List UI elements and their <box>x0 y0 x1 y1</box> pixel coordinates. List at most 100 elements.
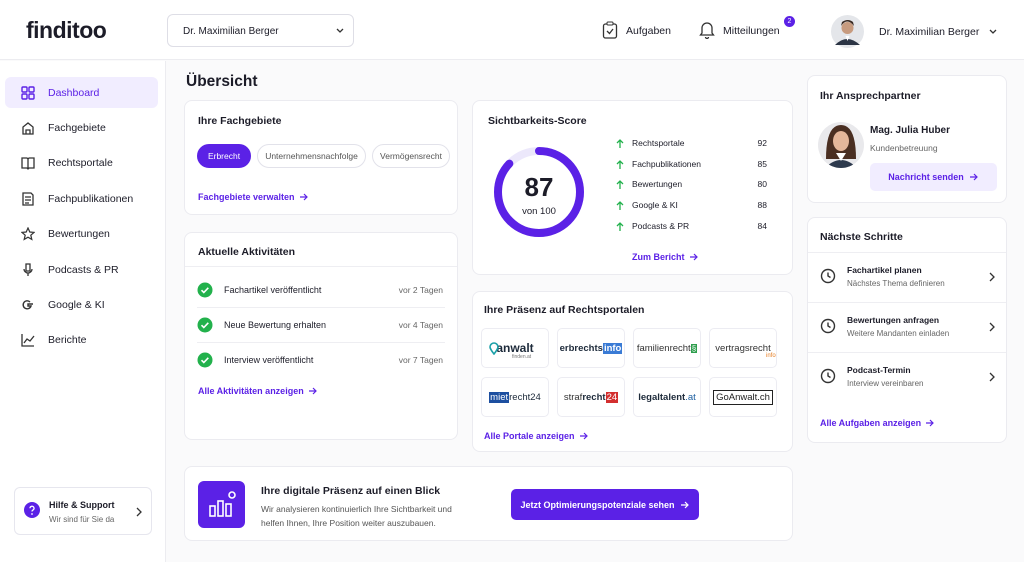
arrow <box>689 253 698 261</box>
nav-label: Berichte <box>48 333 87 346</box>
pin-icon <box>489 342 499 355</box>
help-icon <box>24 502 40 518</box>
score-item-value: 85 <box>757 158 767 169</box>
nav-label: Bewertungen <box>48 227 110 240</box>
nav-item[interactable]: Fachgebiete <box>5 112 158 143</box>
activity-text: Fachartikel veröffentlicht <box>224 285 322 295</box>
step-title: Fachartikel planen <box>847 265 922 275</box>
portal-logo[interactable]: anwalt finden.at <box>481 328 549 368</box>
logo[interactable]: finditoo <box>26 17 107 43</box>
link[interactable]: Alle Portale anzeigen <box>484 431 589 441</box>
chevron <box>989 29 997 34</box>
cta-button[interactable]: Jetzt Optimierungspotenziale sehen <box>511 489 699 520</box>
portal-logo[interactable]: vertragsrecht info <box>709 328 777 368</box>
nav-item[interactable]: Fachpublikationen <box>5 183 158 214</box>
logo-text: recht24 <box>509 391 541 403</box>
banner-title: Ihre digitale Präsenz auf einen Blick <box>261 485 441 497</box>
user-avatar[interactable] <box>831 15 864 48</box>
up-arrow <box>616 139 624 148</box>
logo-text: 24 <box>605 391 619 403</box>
ring-arc <box>494 147 584 237</box>
link-text: Alle Aktivitäten anzeigen <box>198 386 304 396</box>
button-label: Nachricht senden <box>888 172 964 182</box>
notifications-link[interactable]: Mitteilungen <box>723 25 780 37</box>
card-title: Ihre Präsenz auf Rechtsportalen <box>484 304 645 316</box>
activities-card: Aktuelle Aktivitäten Fachartikel veröffe… <box>184 232 458 440</box>
step-item[interactable]: Bewertungen anfragen Weitere Mandanten ei… <box>808 303 1006 353</box>
portal-logo[interactable]: familienrecht § <box>633 328 701 368</box>
logo-text: miet <box>489 391 510 403</box>
nav-item[interactable]: Google & KI <box>5 289 158 320</box>
link[interactable]: Fachgebiete verwalten <box>198 192 309 202</box>
nav-label: Podcasts & PR <box>48 263 119 276</box>
tag[interactable]: Erbrecht <box>197 144 251 168</box>
check-icon <box>197 282 213 298</box>
step-item[interactable]: Fachartikel planen Nächstes Thema definie… <box>808 253 1006 303</box>
portal-logo[interactable]: erbrechts info <box>557 328 625 368</box>
link[interactable]: Alle Aufgaben anzeigen <box>820 418 935 428</box>
link[interactable]: Zum Bericht <box>632 252 699 262</box>
divider <box>197 307 445 308</box>
tag[interactable]: Vermögensrecht <box>372 144 450 168</box>
portal-logo[interactable]: GoAnwalt.ch <box>709 377 777 417</box>
logo-text: anwalt <box>496 341 534 355</box>
divider <box>808 352 1006 353</box>
check-icon <box>197 317 213 333</box>
contact-card: Ihr Ansprechpartner Mag. Julia Huber Kun… <box>807 75 1007 203</box>
score-item-value: 84 <box>757 220 767 231</box>
score-max: von 100 <box>522 206 556 217</box>
card-title: Sichtbarkeits-Score <box>488 115 587 127</box>
link-text: Zum Bericht <box>632 252 685 262</box>
score-item-value: 80 <box>757 179 767 190</box>
nav-icon <box>22 299 33 310</box>
nav-icon <box>23 262 33 276</box>
nav-item[interactable]: Bewertungen <box>5 218 158 249</box>
arrow <box>308 387 317 395</box>
account-select[interactable]: Dr. Maximilian Berger <box>167 14 354 47</box>
portal-logo[interactable]: straf recht 24 <box>557 377 625 417</box>
card-title: Ihr Ansprechpartner <box>820 90 921 102</box>
clock-icon <box>820 268 836 284</box>
help-box[interactable]: Hilfe & Support Wir sind für Sie da <box>14 487 152 535</box>
step-item[interactable]: Podcast-Termin Interview vereinbaren <box>808 353 1006 403</box>
score-item-name: Rechtsportale <box>632 138 685 148</box>
score-ring <box>494 147 584 237</box>
button-label: Jetzt Optimierungspotenziale sehen <box>520 499 675 510</box>
portals-card: Ihre Präsenz auf Rechtsportalen anwalt fi… <box>472 291 793 452</box>
portal-logo[interactable]: miet recht24 <box>481 377 549 417</box>
account-name: Dr. Maximilian Berger <box>183 26 279 37</box>
nav-label: Google & KI <box>48 298 105 311</box>
logo-text: info <box>602 342 623 354</box>
banner: Ihre digitale Präsenz auf einen Blick Wi… <box>184 466 793 541</box>
nav-item[interactable]: Berichte <box>5 324 158 355</box>
divider <box>197 342 445 343</box>
score-card: Sichtbarkeits-Score 87 von 100 Rechtspor… <box>472 100 793 275</box>
portal-logo[interactable]: legaltalent .at <box>633 377 701 417</box>
activity-time: vor 7 Tagen <box>398 355 443 365</box>
score-item-value: 88 <box>757 200 767 211</box>
nav-label: Fachpublikationen <box>48 192 134 205</box>
tasks-link[interactable]: Aufgaben <box>626 25 671 37</box>
banner-icon <box>198 481 245 528</box>
divider <box>808 252 1006 253</box>
chevron <box>989 372 995 382</box>
step-title: Podcast-Termin <box>847 365 911 375</box>
message-button[interactable]: Nachricht senden <box>870 163 997 191</box>
link[interactable]: Alle Aktivitäten anzeigen <box>198 386 318 396</box>
card-title: Ihre Fachgebiete <box>198 115 282 127</box>
logo-text: § <box>690 343 698 353</box>
nav-item[interactable]: Rechtsportale <box>5 147 158 178</box>
nav-item[interactable]: Dashboard <box>5 77 158 108</box>
divider <box>185 266 457 267</box>
contact-photo <box>818 122 864 168</box>
arrow <box>680 501 689 508</box>
logo-text: erbrechts <box>559 342 603 354</box>
up-arrow <box>616 221 624 231</box>
score-item-name: Fachpublikationen <box>632 158 701 169</box>
user-name[interactable]: Dr. Maximilian Berger <box>879 26 980 38</box>
contact-role: Kundenbetreuung <box>870 143 938 153</box>
nav-item[interactable]: Podcasts & PR <box>5 254 158 285</box>
tag[interactable]: Unternehmensnachfolge <box>257 144 366 168</box>
